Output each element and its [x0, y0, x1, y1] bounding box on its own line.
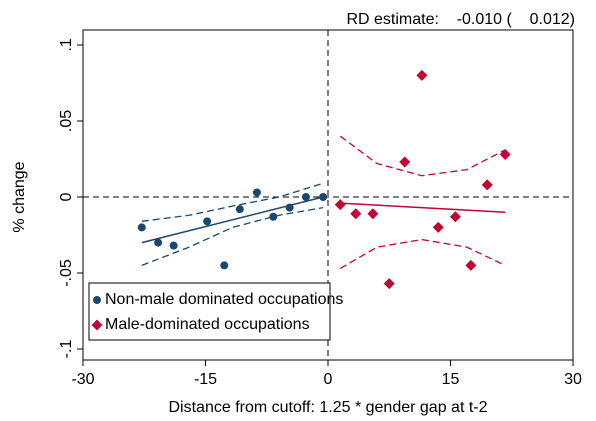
point: [350, 208, 362, 220]
point: [416, 69, 428, 81]
x-tick-label: 30: [564, 371, 582, 388]
y-tick-label: 0: [58, 192, 75, 201]
x-tick-label: 15: [442, 371, 460, 388]
point: [220, 261, 229, 270]
point: [169, 241, 178, 250]
x-axis-title: Distance from cutoff: 1.25 * gender gap …: [169, 399, 488, 416]
point: [137, 223, 146, 232]
legend-marker: [93, 296, 101, 304]
annotation: RD estimate: -0.010 ( 0.012): [346, 11, 575, 28]
ci-lower: [141, 206, 324, 267]
point: [319, 193, 328, 201]
x-tick-label: -30: [71, 371, 94, 388]
ci-lower: [339, 238, 506, 270]
point: [252, 188, 261, 197]
y-tick-label: -.1: [58, 340, 75, 359]
ci-upper: [339, 135, 506, 177]
point: [383, 278, 395, 290]
y-axis-title: % change: [11, 161, 28, 232]
point: [154, 238, 163, 247]
legend-label: Male-dominated occupations: [105, 316, 310, 333]
x-tick-label: -15: [194, 371, 217, 388]
y-tick-label: .05: [58, 110, 75, 132]
fit-line: [340, 202, 506, 213]
point: [499, 148, 511, 160]
ci-upper: [141, 182, 324, 222]
point: [203, 217, 212, 226]
point: [399, 156, 411, 168]
point: [269, 212, 278, 221]
point: [432, 221, 444, 233]
point: [334, 199, 346, 211]
point: [481, 179, 493, 191]
legend-box: [88, 282, 331, 341]
point: [367, 208, 379, 220]
point: [235, 205, 244, 214]
legend-label: Non-male dominated occupations: [105, 291, 343, 308]
y-tick-label: -.05: [58, 259, 75, 287]
point: [301, 193, 310, 201]
point: [449, 211, 461, 223]
point: [285, 203, 294, 212]
point: [465, 259, 477, 271]
legend-marker: [91, 319, 103, 331]
x-tick-label: 0: [324, 371, 333, 388]
fit-line: [141, 196, 324, 244]
y-tick-label: .1: [58, 38, 75, 51]
